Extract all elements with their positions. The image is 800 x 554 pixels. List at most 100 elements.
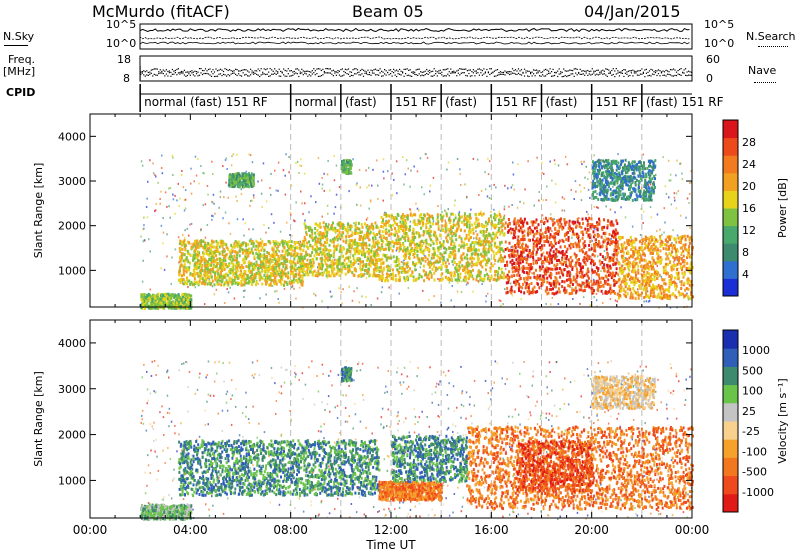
scatter-cell [171, 257, 173, 259]
freq-sample [217, 76, 218, 77]
scatter-cell [381, 291, 383, 293]
echo-cell [188, 241, 190, 244]
freq-sample [149, 74, 150, 75]
echo-cell [229, 280, 231, 283]
freq-sample [480, 72, 481, 73]
freq-sample [152, 75, 153, 76]
freq-sample [491, 68, 492, 69]
freq-sample [428, 74, 429, 75]
scatter-cell [481, 283, 483, 285]
scatter-cell [168, 188, 170, 190]
freq-sample [179, 74, 180, 75]
freq-sample [401, 74, 402, 75]
freq-sample [194, 71, 195, 72]
freq-sample [405, 69, 406, 70]
freq-sample [250, 74, 251, 75]
freq-sample [310, 75, 311, 76]
freq-sample [420, 75, 421, 76]
freq-sample [267, 68, 268, 69]
freq-sample [358, 72, 359, 73]
scatter-cell [340, 291, 342, 293]
freq-sample [626, 74, 627, 75]
freq-sample [557, 76, 558, 77]
scatter-cell [555, 183, 557, 185]
freq-sample [622, 73, 623, 74]
scatter-cell [589, 172, 591, 174]
freq-sample [188, 72, 189, 73]
scatter-cell [554, 218, 556, 220]
freq-sample [223, 74, 224, 75]
freq-sample [468, 73, 469, 74]
echo-cell [233, 272, 235, 275]
freq-sample [316, 73, 317, 74]
freq-sample [685, 75, 686, 76]
freq-sample [407, 75, 408, 76]
scatter-cell [155, 176, 157, 178]
freq-sample [431, 71, 432, 72]
freq-sample [453, 71, 454, 72]
echo-cell [226, 253, 228, 256]
scatter-cell [226, 288, 228, 290]
scatter-cell [579, 184, 581, 186]
freq-sample [447, 74, 448, 75]
echo-cell [144, 293, 146, 296]
scatter-cell [642, 222, 644, 224]
scatter-cell [285, 153, 287, 155]
freq-sample [637, 75, 638, 76]
freq-sample [349, 76, 350, 77]
scatter-cell [507, 187, 509, 189]
scatter-cell [421, 186, 423, 188]
scatter-cell [276, 290, 278, 292]
freq-sample [458, 73, 459, 74]
scatter-cell [672, 229, 674, 231]
freq-sample [641, 74, 642, 75]
freq-sample [566, 71, 567, 72]
freq-sample [291, 70, 292, 71]
freq-sample [533, 73, 534, 74]
freq-sample [158, 71, 159, 72]
scatter-cell [213, 203, 215, 205]
freq-sample [587, 75, 588, 76]
freq-sample [274, 73, 275, 74]
freq-sample [283, 68, 284, 69]
scatter-cell [203, 204, 205, 206]
scatter-cell [610, 238, 612, 240]
scatter-cell [433, 220, 435, 222]
scatter-cell [278, 162, 280, 164]
freq-sample [444, 75, 445, 76]
freq-sample [238, 73, 239, 74]
freq-sample [631, 70, 632, 71]
freq-sample [232, 73, 233, 74]
scatter-cell [143, 224, 145, 226]
freq-sample [589, 71, 590, 72]
freq-sample [289, 76, 290, 77]
scatter-cell [356, 182, 358, 184]
scatter-cell [487, 195, 489, 197]
scatter-cell [178, 183, 180, 185]
scatter-cell [198, 183, 200, 185]
freq-sample [572, 70, 573, 71]
echo-cell [209, 275, 211, 278]
scatter-cell [581, 161, 583, 163]
freq-sample [220, 73, 221, 74]
scatter-cell [550, 213, 552, 215]
freq-sample [322, 74, 323, 75]
freq-sample [656, 70, 657, 71]
freq-sample [646, 69, 647, 70]
echo-cell [282, 271, 284, 274]
noise-trace [140, 37, 689, 39]
freq-sample [319, 68, 320, 69]
scatter-cell [489, 197, 491, 199]
echo-cell [282, 250, 284, 253]
freq-sample [295, 69, 296, 70]
scatter-cell [172, 157, 174, 159]
freq-sample [330, 73, 331, 74]
freq-sample [142, 73, 143, 74]
freq-sample [389, 74, 390, 75]
scatter-cell [211, 219, 213, 221]
freq-sample [470, 69, 471, 70]
echo-cell [248, 269, 250, 272]
freq-sample [407, 68, 408, 69]
echo-cell [168, 302, 170, 305]
freq-sample [568, 70, 569, 71]
